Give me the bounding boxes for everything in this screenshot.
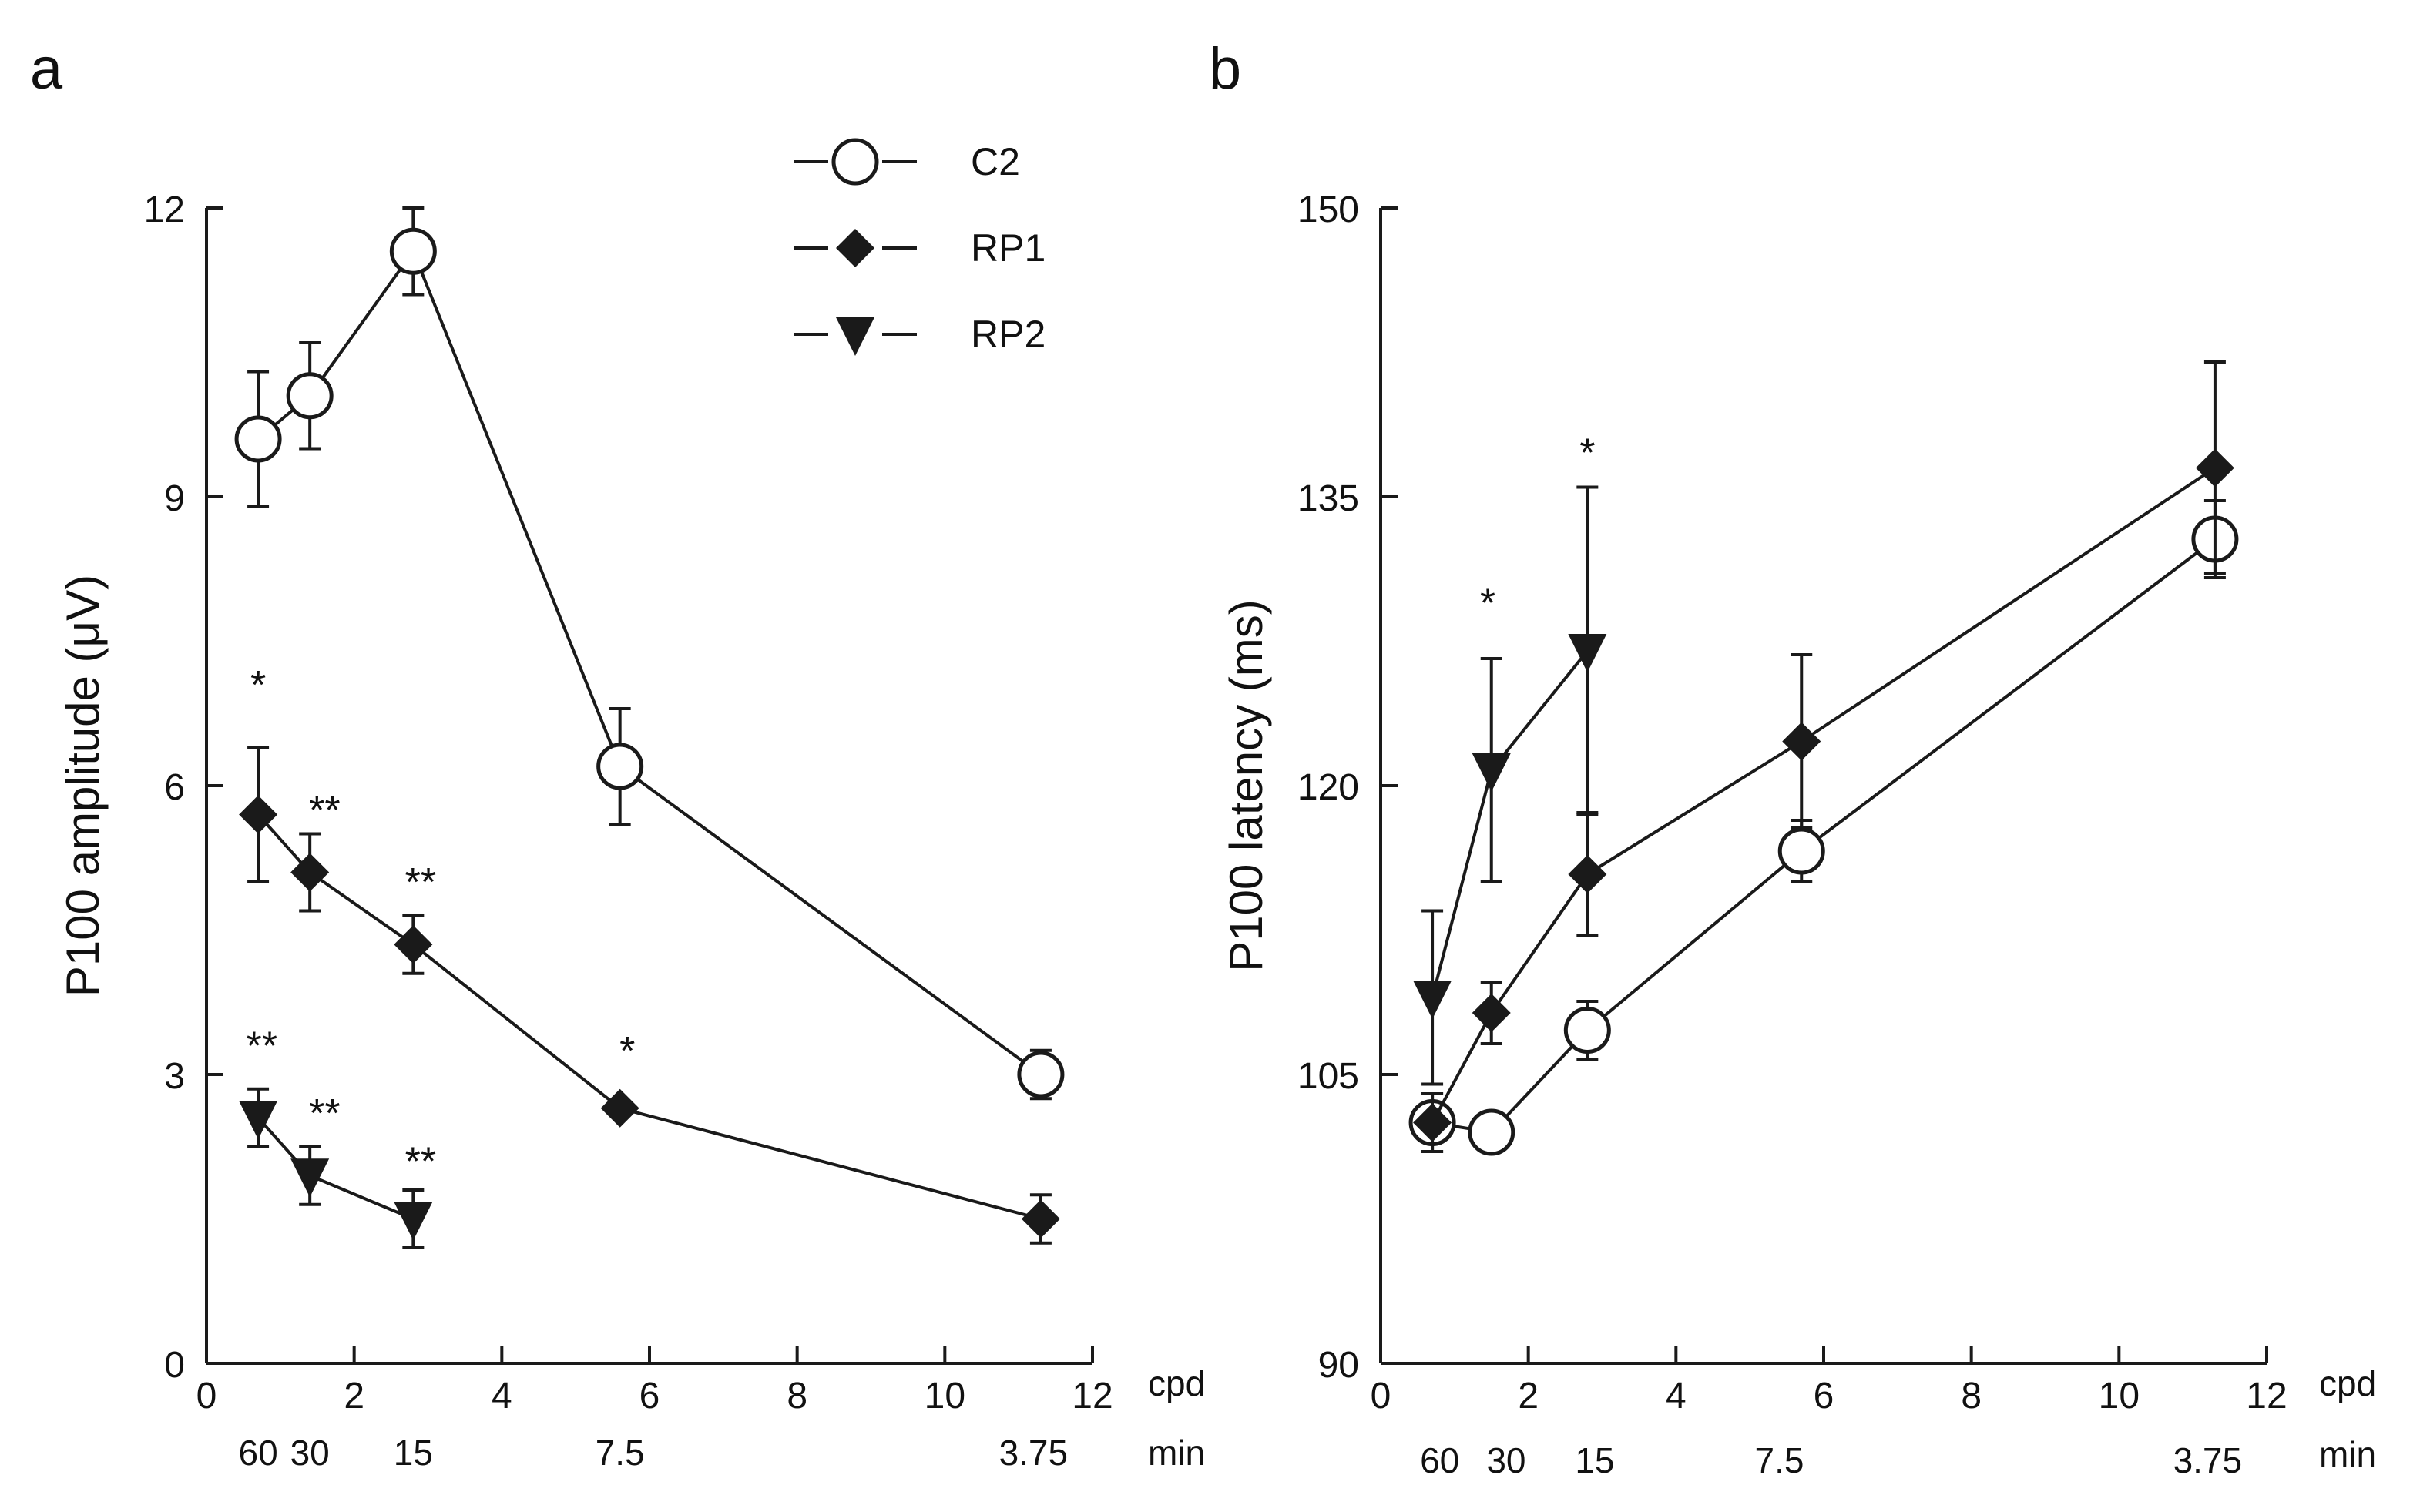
series-line (257, 813, 1042, 1221)
data-point (1782, 722, 1821, 761)
y-tick-label: 135 (1297, 478, 1359, 519)
panel-a: a 0 3 6 9 12 0 2 4 6 8 10 12 cpd min 60 30 15 7.5 3.75 P100 … (30, 36, 1205, 1473)
data-point (389, 227, 437, 275)
significance-marker: * (619, 1029, 635, 1074)
x-tick-label: 4 (492, 1376, 512, 1416)
secondary-tick-label: 30 (1486, 1440, 1525, 1480)
data-point (2195, 448, 2234, 488)
x-tick-label: 4 (1666, 1376, 1687, 1416)
series-rp1 (239, 746, 1060, 1245)
secondary-tick-label: 3.75 (999, 1433, 1069, 1473)
x-tick-label: 6 (639, 1376, 660, 1416)
secondary-tick-label: 7.5 (1755, 1440, 1804, 1480)
panel-b: b 90 105 120 135 150 0 2 4 6 8 10 12 cpd min 60 30 15 7.5 3… (1209, 36, 2376, 1480)
legend-marker (836, 229, 874, 267)
legend: C2 RP1 RP2 (794, 138, 1046, 356)
data-point (394, 1202, 433, 1241)
series-line (1431, 538, 2217, 1135)
x-tick-label: 0 (1371, 1376, 1391, 1416)
significance-marker: ** (309, 788, 340, 833)
legend-marker (831, 138, 879, 186)
significance-marker: * (1579, 431, 1595, 476)
secondary-unit-label: min (2319, 1434, 2376, 1474)
y-tick-label: 9 (164, 478, 185, 519)
legend-marker (836, 317, 874, 356)
data-point (286, 372, 334, 420)
legend-item-c2: C2 (794, 138, 1020, 186)
y-tick-label: 150 (1297, 189, 1359, 230)
x-tick-label: 12 (2246, 1376, 2287, 1416)
data-point (596, 743, 644, 790)
data-point (239, 795, 278, 834)
data-point (1413, 1103, 1452, 1142)
y-tick-label: 90 (1318, 1345, 1359, 1386)
series-line (1431, 466, 2217, 1124)
secondary-tick-label: 60 (238, 1433, 277, 1473)
data-point (600, 1088, 639, 1128)
data-point (234, 415, 282, 463)
secondary-unit-label: min (1148, 1433, 1205, 1473)
series-rp2 (1413, 485, 1607, 1086)
significance-marker: * (1480, 582, 1495, 626)
secondary-tick-label: 3.75 (2173, 1440, 2243, 1480)
data-point (394, 925, 433, 964)
y-axis-label: P100 amplitude (μV) (57, 575, 109, 997)
data-point (290, 1158, 330, 1198)
legend-label: C2 (971, 140, 1020, 183)
y-axis-label: P100 latency (ms) (1220, 599, 1272, 972)
secondary-tick-label: 60 (1420, 1440, 1459, 1480)
data-point (1413, 981, 1452, 1019)
x-unit-label: cpd (2319, 1363, 2376, 1403)
data-point (1777, 827, 1825, 875)
x-tick-label: 2 (344, 1376, 364, 1416)
panel-label: b (1209, 36, 1241, 102)
y-tick-label: 0 (164, 1345, 185, 1386)
data-point (1472, 994, 1511, 1032)
x-tick-label: 0 (196, 1376, 217, 1416)
series-line (1431, 649, 1589, 998)
data-point (239, 1101, 278, 1140)
data-point (1563, 1007, 1611, 1054)
panel-label: a (30, 36, 63, 102)
data-point (1568, 634, 1607, 672)
y-tick-label: 120 (1297, 767, 1359, 808)
legend-label: RP2 (971, 313, 1046, 356)
x-tick-label: 12 (1072, 1376, 1113, 1416)
y-tick-label: 12 (144, 189, 185, 230)
legend-label: RP1 (971, 226, 1046, 270)
series-rp2 (239, 1087, 433, 1249)
x-tick-label: 6 (1814, 1376, 1834, 1416)
legend-item-rp1: RP1 (794, 226, 1046, 270)
y-tick-label: 105 (1297, 1056, 1359, 1097)
data-point (1021, 1199, 1060, 1239)
series-c2 (234, 206, 1065, 1101)
secondary-tick-label: 15 (394, 1433, 433, 1473)
secondary-tick-label: 15 (1575, 1440, 1614, 1480)
x-tick-label: 8 (1961, 1376, 1982, 1416)
significance-marker: ** (309, 1091, 340, 1136)
secondary-tick-label: 7.5 (596, 1433, 645, 1473)
data-point (1568, 855, 1607, 893)
data-point (1017, 1051, 1065, 1098)
x-unit-label: cpd (1148, 1363, 1205, 1403)
x-tick-label: 10 (2099, 1376, 2140, 1416)
significance-marker: ** (247, 1024, 277, 1069)
y-tick-label: 3 (164, 1056, 185, 1097)
series-rp1 (1413, 360, 2234, 1153)
x-tick-label: 8 (787, 1376, 807, 1416)
significance-marker: ** (405, 860, 436, 905)
x-tick-label: 2 (1518, 1376, 1539, 1416)
significance-marker: * (250, 663, 266, 708)
series-c2 (1408, 499, 2239, 1156)
data-point (1472, 753, 1511, 792)
data-point (290, 853, 330, 892)
secondary-tick-label: 30 (290, 1433, 330, 1473)
series-line (257, 248, 1042, 1076)
y-tick-label: 6 (164, 767, 185, 808)
significance-marker: ** (405, 1140, 436, 1185)
x-tick-label: 10 (925, 1376, 965, 1416)
data-point (1468, 1108, 1515, 1156)
legend-item-rp2: RP2 (794, 313, 1046, 356)
